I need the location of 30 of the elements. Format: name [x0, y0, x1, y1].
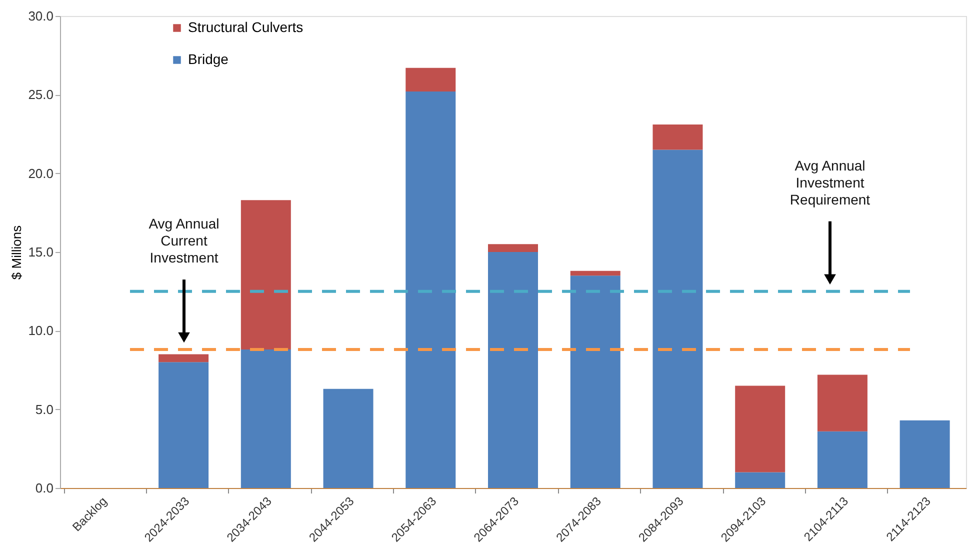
bar — [652, 124, 703, 150]
bar — [488, 252, 538, 488]
bar — [735, 472, 786, 488]
bar — [240, 350, 291, 488]
bar — [900, 420, 950, 488]
bar — [158, 362, 209, 488]
annotation: Avg Annual Investment Requirement — [790, 157, 870, 208]
y-tick-label: 25.0 — [28, 87, 54, 102]
bar — [488, 244, 538, 252]
bar — [817, 374, 868, 432]
legend-label: Bridge — [188, 51, 229, 67]
annotation: Avg Annual Current Investment — [148, 216, 220, 266]
y-axis-title: $ Millions — [9, 224, 24, 280]
y-tick-label: 15.0 — [28, 244, 54, 260]
y-tick-label: 30.0 — [28, 8, 54, 24]
y-tick-label: 5.0 — [35, 402, 54, 417]
bar — [817, 431, 868, 488]
y-tick-label: 20.0 — [28, 166, 54, 181]
bar — [158, 354, 209, 362]
bar — [570, 270, 620, 276]
bar — [323, 388, 374, 488]
bar — [652, 150, 703, 488]
legend-label: Structural Culverts — [188, 19, 304, 35]
bar — [570, 276, 620, 488]
bar — [406, 92, 456, 488]
y-tick-label: 0.0 — [35, 480, 54, 496]
bar — [240, 200, 291, 350]
bar — [735, 386, 786, 472]
y-tick-label: 10.0 — [28, 323, 54, 338]
bar — [406, 68, 456, 92]
